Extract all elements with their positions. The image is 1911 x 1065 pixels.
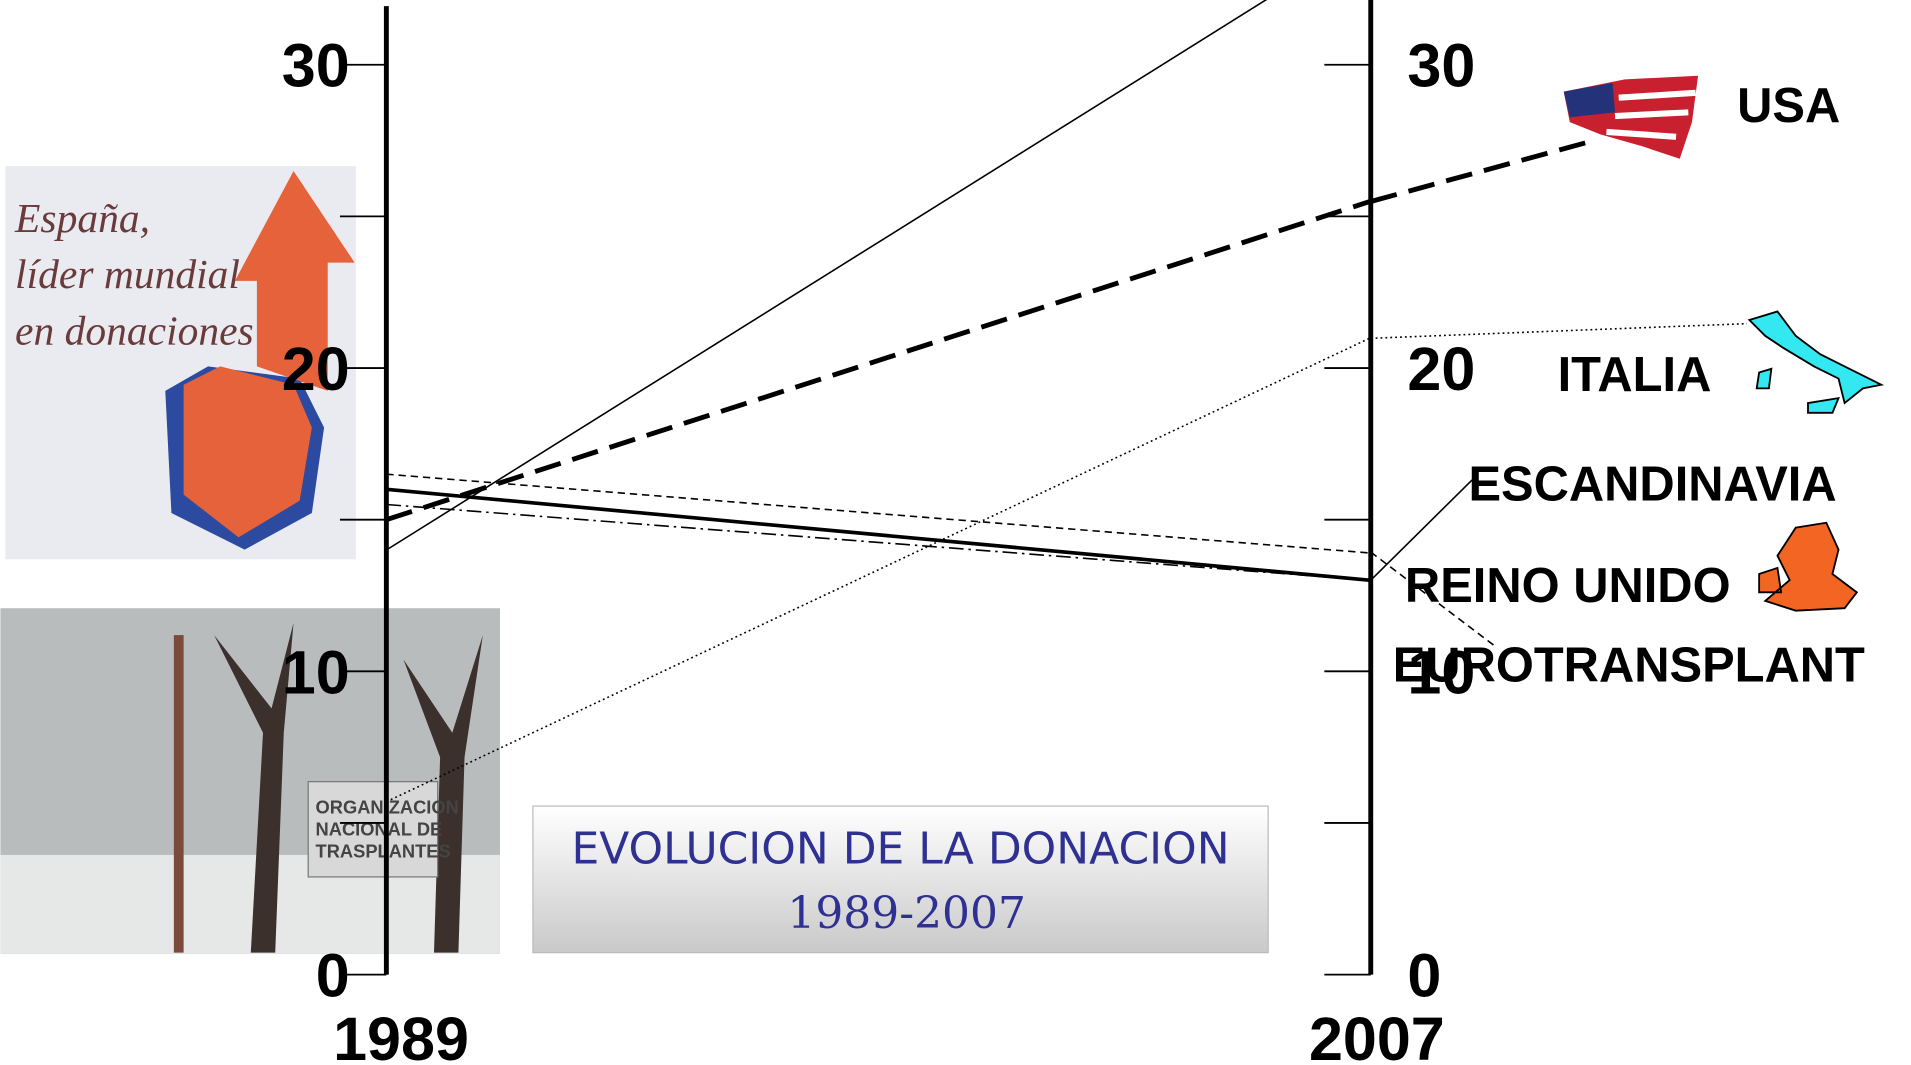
series-label: ESCANDINAVIA	[1468, 458, 1836, 512]
series-label: ITALIA	[1558, 348, 1712, 402]
y-tick-label: 30	[1407, 32, 1475, 100]
x-tick-label: 1989	[333, 1005, 469, 1065]
series-line	[385, 0, 1268, 551]
series-label: USA	[1737, 79, 1840, 133]
y-tick-label: 20	[1407, 335, 1475, 403]
series-line	[386, 336, 1372, 803]
photo-image: ORGANIZACION NACIONAL DE TRASPLANTES	[0, 608, 500, 954]
image-text: en donaciones	[15, 307, 254, 353]
y-tick-label: 10	[282, 638, 350, 706]
series-label: EUROTRANSPLANT	[1393, 639, 1865, 693]
italy-map	[1747, 310, 1885, 414]
chart-subtitle: 1989-2007	[787, 888, 1026, 939]
series-label: REINO UNIDO	[1405, 559, 1731, 613]
chart-title: EVOLUCION DE LA DONACION	[571, 823, 1229, 874]
y-tick-label: 20	[282, 335, 350, 403]
connector	[1370, 138, 1595, 204]
connector	[1370, 322, 1747, 340]
series-line	[386, 473, 1371, 554]
y-tick-label: 0	[1407, 942, 1441, 1010]
poster-image: España, líder mundial en donaciones	[5, 166, 356, 560]
x-tick-label: 2007	[1309, 1005, 1445, 1065]
y-tick-label: 10	[1407, 638, 1475, 706]
usa-flag	[1563, 75, 1699, 159]
series-line	[386, 487, 1371, 583]
title-box	[532, 805, 1269, 954]
image-text: NACIONAL DE	[316, 818, 443, 839]
series-line	[385, 198, 1372, 523]
y-tick-label: 0	[316, 942, 350, 1010]
image-text: TRASPLANTES	[316, 840, 451, 861]
series-line	[386, 503, 1371, 582]
connector	[1370, 479, 1473, 581]
image-text: España,	[14, 195, 150, 241]
uk-map	[1758, 521, 1859, 612]
image-text: líder mundial	[15, 251, 240, 297]
connector	[1370, 551, 1498, 648]
y-tick-label: 30	[282, 32, 350, 100]
